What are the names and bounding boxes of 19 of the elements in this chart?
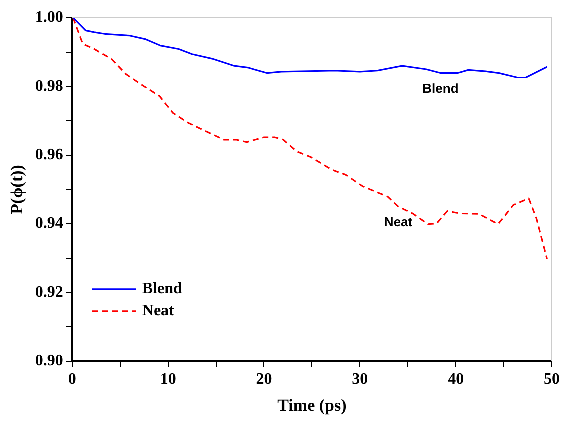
annotation: Blend: [422, 80, 459, 96]
y-axis-title: P(ϕ(t)): [8, 165, 27, 214]
legend-label: Neat: [142, 302, 176, 320]
y-tick-label: 0.98: [35, 78, 64, 95]
legend-label: Blend: [142, 280, 183, 298]
annotation: Neat: [384, 214, 414, 230]
line-series: [72, 18, 548, 260]
x-tick-label: 10: [160, 371, 176, 388]
x-tick-label: 50: [544, 371, 560, 388]
x-tick-label: 0: [68, 371, 76, 388]
y-tick-label: 0.90: [35, 352, 64, 370]
x-tick-label: 30: [352, 371, 368, 388]
x-tick-label: 40: [448, 371, 464, 388]
y-tick-label: 1.00: [35, 9, 64, 26]
y-tick-label: 0.94: [35, 215, 64, 232]
y-tick-label: 0.92: [35, 284, 64, 301]
x-tick-label: 20: [256, 371, 272, 388]
y-tick-label: 0.96: [35, 146, 64, 164]
x-axis-title: Time (ps): [278, 396, 347, 416]
